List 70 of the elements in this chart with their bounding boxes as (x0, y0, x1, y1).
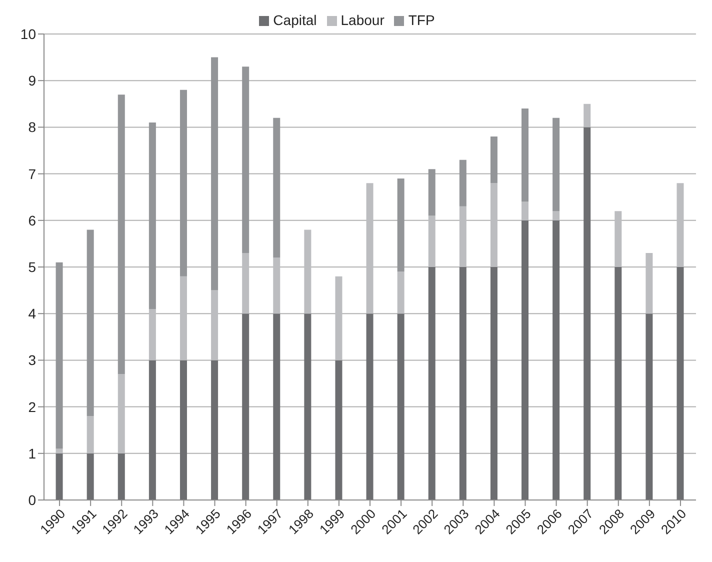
bar (211, 360, 218, 500)
bar (397, 314, 404, 500)
legend-label: Capital (273, 12, 317, 28)
bar (676, 183, 684, 267)
bar (366, 183, 374, 314)
bar (180, 360, 187, 500)
y-tick-label: 6 (28, 212, 36, 228)
y-tick-label: 4 (28, 306, 36, 322)
bar (118, 374, 125, 454)
bar (118, 453, 125, 500)
bar (552, 211, 560, 220)
y-tick-label: 0 (28, 492, 36, 508)
bar (490, 267, 498, 500)
y-tick-label: 5 (28, 258, 36, 275)
y-tick-label: 7 (28, 166, 36, 182)
bar (118, 94, 125, 374)
bar (522, 108, 529, 202)
bar (552, 118, 560, 212)
bar (148, 360, 156, 500)
bar (56, 448, 63, 454)
bar (273, 314, 280, 500)
y-tick-label: 3 (28, 352, 36, 368)
bar (428, 216, 436, 267)
bar (428, 267, 436, 500)
legend-label: Labour (340, 12, 384, 28)
y-tick-label: 2 (28, 398, 36, 415)
bar (242, 66, 250, 254)
bar (428, 169, 436, 216)
bar (180, 276, 187, 360)
bar (273, 258, 280, 314)
bar (397, 178, 404, 272)
bar (459, 160, 466, 206)
bar (490, 183, 498, 267)
y-tick-label: 10 (20, 26, 36, 42)
bar (584, 127, 591, 500)
bar (335, 276, 342, 360)
bar (646, 253, 653, 314)
bar (211, 57, 218, 290)
bar (180, 90, 187, 276)
bar (646, 314, 653, 500)
bar (614, 211, 622, 267)
y-tick-label: 8 (28, 119, 36, 136)
bar (522, 220, 529, 500)
bar (614, 267, 622, 500)
bar (56, 262, 63, 449)
bar (148, 122, 156, 309)
bar (86, 230, 94, 416)
y-tick-label: 9 (28, 72, 36, 89)
bar (86, 453, 94, 500)
bar (584, 104, 591, 128)
bar (242, 314, 250, 500)
bar (335, 360, 342, 500)
bar (304, 230, 312, 314)
bar (56, 453, 63, 500)
y-tick-label: 1 (28, 445, 36, 462)
bar (490, 136, 498, 184)
bar (552, 220, 560, 500)
bar (148, 308, 156, 360)
bar (676, 267, 684, 500)
bar (242, 253, 250, 314)
bar (273, 118, 280, 258)
bar (459, 267, 466, 500)
bar (86, 416, 94, 454)
bar (211, 290, 218, 360)
bar (522, 202, 529, 220)
bar (304, 314, 312, 500)
bar (397, 272, 404, 314)
legend-label: TFP (408, 12, 435, 28)
bar (366, 314, 374, 500)
bar (459, 206, 466, 267)
